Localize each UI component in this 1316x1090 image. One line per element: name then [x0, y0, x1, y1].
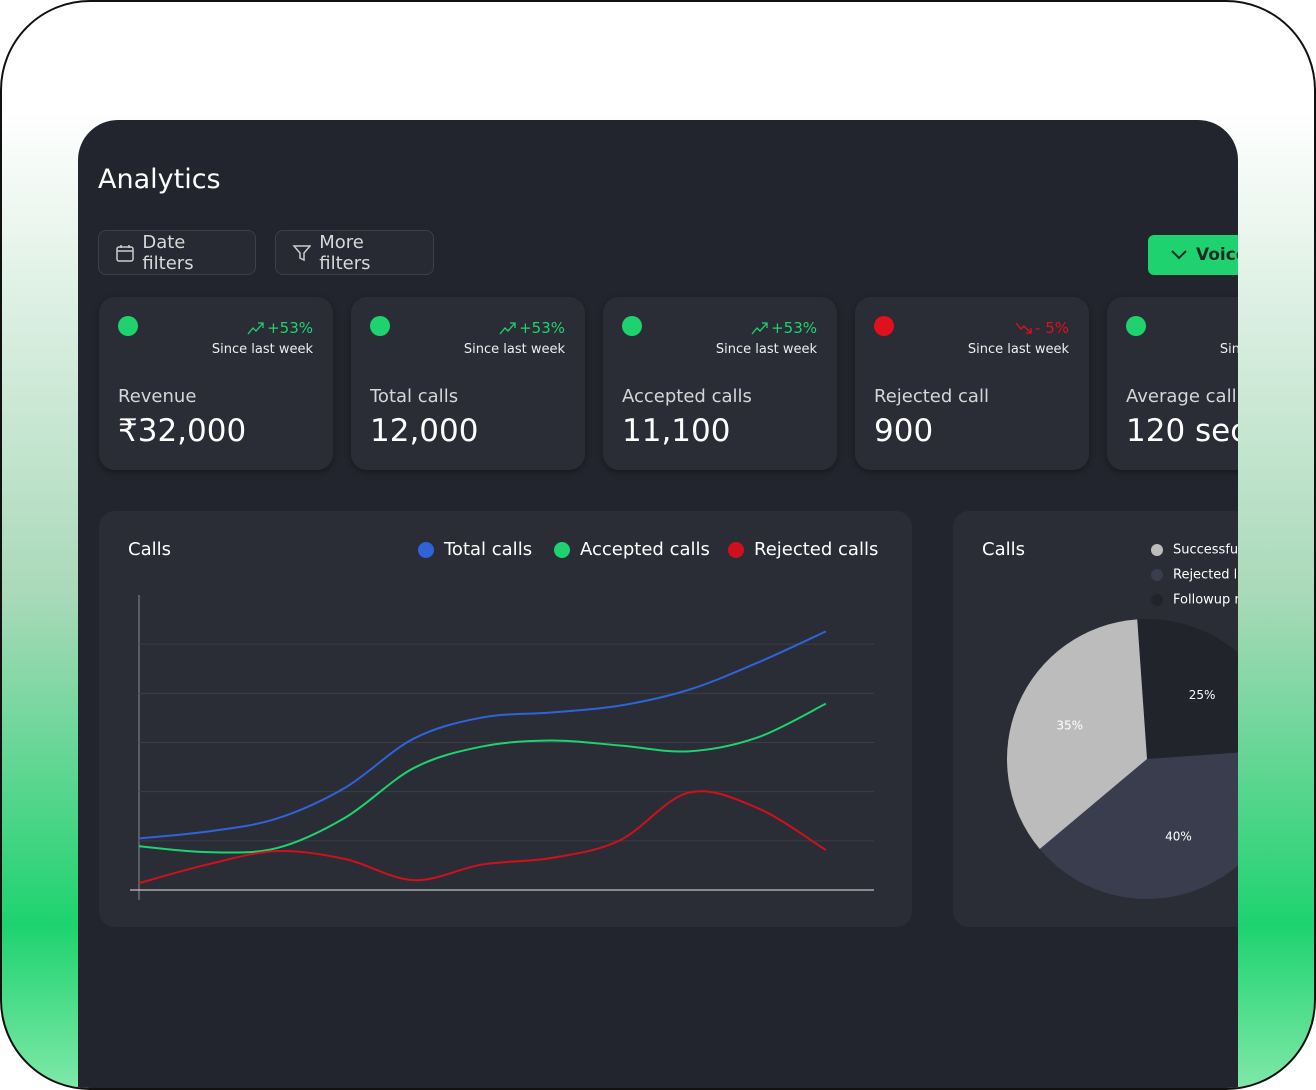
legend-label: Followup re	[1173, 593, 1238, 608]
dropdown-label: Voice	[1196, 245, 1238, 265]
card-label: Average call	[1126, 386, 1237, 407]
legend-dot	[418, 542, 434, 558]
series-line	[138, 702, 827, 854]
pie-chart-card: Calls Successful Rejected le Followup re 25…	[953, 511, 1238, 927]
trend-line	[499, 322, 516, 335]
calendar-icon	[116, 244, 134, 262]
card-label: Accepted calls	[622, 386, 752, 407]
status-dot	[1126, 316, 1146, 336]
status-dot	[874, 316, 894, 336]
voice-dropdown[interactable]: Voice	[1148, 235, 1238, 275]
card-value: 900	[874, 413, 934, 449]
stat-card: Since last week Average call 120 sec	[1107, 297, 1238, 470]
dashboard: Analytics Date filters More filters Voic…	[78, 120, 1238, 1088]
status-dot	[370, 316, 390, 336]
legend-label: Rejected le	[1173, 568, 1238, 583]
change-row: - 5%	[1015, 319, 1069, 337]
button-label: More filters	[319, 231, 371, 274]
change-value: +53%	[519, 319, 565, 337]
stat-card: +53% Since last week Total calls 12,000	[351, 297, 585, 470]
chevron-icon	[1171, 250, 1187, 260]
line-chart: Calls Total calls Accepted calls Rejected …	[128, 539, 878, 900]
button-label: Date filters	[142, 231, 194, 274]
slice-label: 35%	[1056, 719, 1083, 733]
status-dot	[118, 316, 138, 336]
page-title: Analytics	[98, 164, 221, 195]
since-label: Since last week	[1219, 342, 1238, 357]
chart-title: Calls	[982, 539, 1025, 560]
more-filters-button[interactable]: More filters	[275, 230, 434, 275]
card-value: 120 sec	[1126, 413, 1238, 449]
pie-chart: Calls Successful Rejected le Followup re 25…	[982, 539, 1238, 899]
slice-label: 25%	[1189, 688, 1216, 702]
card-label: Revenue	[118, 386, 197, 407]
trend-icon	[751, 322, 768, 335]
trend-line	[1015, 322, 1032, 334]
change-value: - 5%	[1035, 319, 1069, 337]
since-label: Since last week	[715, 342, 817, 357]
series-line	[138, 630, 827, 840]
filter-icon	[292, 244, 312, 261]
stat-card: - 5% Since last week Rejected call 900	[855, 297, 1089, 470]
card-label: Rejected call	[874, 386, 989, 407]
series-line	[138, 790, 827, 885]
legend-dot	[1151, 569, 1163, 581]
status-dot	[622, 316, 642, 336]
stat-card: +53% Since last week Accepted calls 11,100	[603, 297, 837, 470]
since-label: Since last week	[463, 342, 565, 357]
slice-label: 40%	[1165, 829, 1192, 843]
card-value: 11,100	[622, 413, 731, 449]
change-row: +53%	[751, 319, 817, 337]
legend-dot	[554, 542, 570, 558]
legend-label: Accepted calls	[580, 539, 710, 560]
pie-slice	[1137, 619, 1238, 759]
card-value: ₹32,000	[118, 413, 247, 449]
legend-dot	[1151, 544, 1163, 556]
legend-label: Rejected calls	[754, 539, 878, 560]
change-row: +53%	[499, 319, 565, 337]
trend-icon	[499, 322, 516, 335]
since-label: Since last week	[967, 342, 1069, 357]
trend-line	[751, 322, 768, 335]
chart-title: Calls	[128, 539, 171, 560]
line-chart-card: Calls Total calls Accepted calls Rejected …	[99, 511, 912, 927]
change-value: +53%	[771, 319, 817, 337]
legend-label: Total calls	[443, 539, 532, 560]
trend-icon	[247, 322, 264, 335]
pie-slice	[1039, 752, 1238, 899]
legend-dot	[1151, 594, 1163, 606]
change-value: +53%	[267, 319, 313, 337]
legend-label: Successful	[1173, 543, 1238, 558]
legend-dot	[728, 542, 744, 558]
card-label: Total calls	[370, 386, 459, 407]
stat-card: +53% Since last week Revenue ₹32,000	[99, 297, 333, 470]
card-value: 12,000	[370, 413, 479, 449]
change-row: +53%	[247, 319, 313, 337]
trend-line	[247, 322, 264, 335]
since-label: Since last week	[211, 342, 313, 357]
date-filter-button[interactable]: Date filters	[98, 230, 256, 275]
pie-slice	[1007, 619, 1147, 849]
trend-icon	[1015, 322, 1032, 334]
